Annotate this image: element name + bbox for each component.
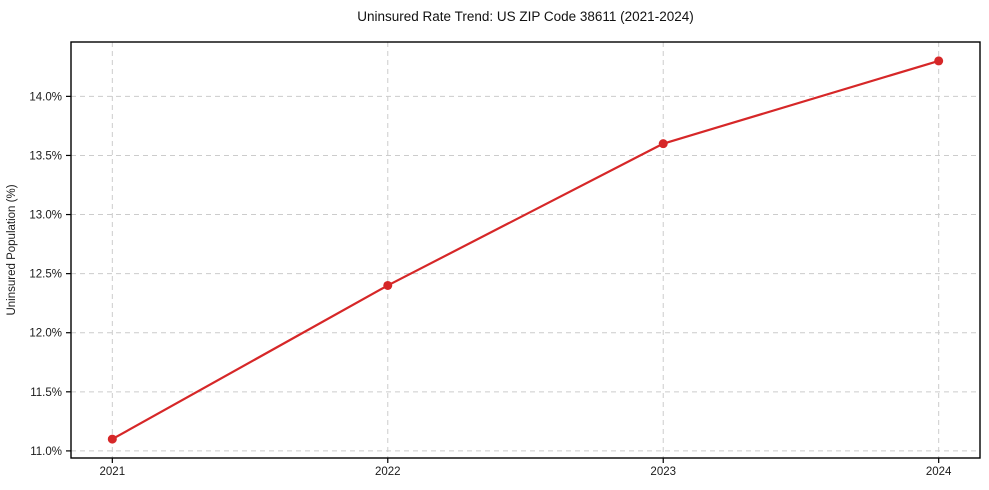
data-point — [383, 280, 393, 290]
data-point — [107, 434, 117, 444]
y-axis-title: Uninsured Population (%) — [6, 184, 18, 315]
chart-title: Uninsured Rate Trend: US ZIP Code 38611 … — [357, 9, 693, 24]
x-tick-label: 2021 — [100, 466, 126, 478]
x-tick-label: 2022 — [375, 466, 401, 478]
y-tick-label: 12.0% — [29, 328, 62, 340]
x-tick-label: 2023 — [650, 466, 676, 478]
y-tick-label: 11.0% — [30, 446, 62, 458]
data-point — [658, 139, 668, 149]
y-tick-label: 13.0% — [29, 210, 62, 222]
y-tick-label: 11.5% — [30, 387, 62, 399]
trend-line — [111, 59, 940, 441]
data-point — [934, 56, 944, 66]
x-tick-label: 2024 — [926, 466, 952, 478]
y-tick-label: 14.0% — [29, 91, 62, 103]
plot-border — [70, 41, 981, 459]
plot-area: 11.0% 11.5% 12.0% 12.5% 13.0% 13.5% 14.0% 2021 2… — [29, 41, 981, 478]
y-tick-label: 13.5% — [29, 150, 62, 162]
y-tick-label: 12.5% — [29, 269, 62, 281]
